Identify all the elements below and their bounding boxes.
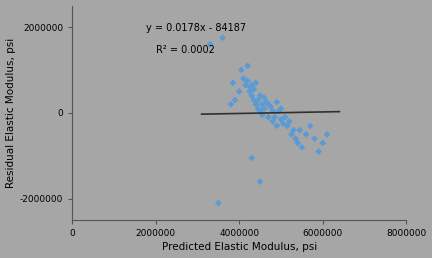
Point bbox=[282, 115, 289, 119]
Point bbox=[240, 76, 247, 80]
Point bbox=[294, 141, 301, 145]
Point bbox=[302, 132, 309, 136]
Point bbox=[277, 107, 284, 111]
Point bbox=[259, 113, 266, 117]
Text: y = 0.0178x - 84187: y = 0.0178x - 84187 bbox=[146, 23, 246, 33]
Point bbox=[246, 89, 253, 93]
Point bbox=[299, 145, 305, 149]
Point bbox=[311, 136, 318, 141]
Point bbox=[227, 102, 234, 106]
Point bbox=[290, 128, 297, 132]
Point bbox=[244, 64, 251, 68]
Point bbox=[215, 201, 222, 205]
Point bbox=[236, 89, 243, 93]
Point bbox=[324, 132, 330, 136]
Point bbox=[246, 85, 253, 89]
Point bbox=[286, 119, 293, 124]
Point bbox=[257, 94, 264, 98]
Point bbox=[273, 124, 280, 128]
X-axis label: Predicted Elastic Modulus, psi: Predicted Elastic Modulus, psi bbox=[162, 243, 317, 252]
Point bbox=[242, 83, 249, 87]
Y-axis label: Residual Elastic Modulus, psi: Residual Elastic Modulus, psi bbox=[6, 38, 16, 188]
Text: R² = 0.0002: R² = 0.0002 bbox=[156, 45, 215, 55]
Point bbox=[319, 141, 326, 145]
Point bbox=[252, 102, 259, 106]
Point bbox=[288, 132, 295, 136]
Point bbox=[248, 94, 255, 98]
Point bbox=[296, 128, 303, 132]
Point bbox=[238, 68, 245, 72]
Point bbox=[273, 100, 280, 104]
Point bbox=[229, 81, 236, 85]
Point bbox=[248, 83, 255, 87]
Point bbox=[271, 115, 278, 119]
Point bbox=[267, 104, 274, 109]
Point bbox=[269, 109, 276, 113]
Point bbox=[254, 107, 261, 111]
Point bbox=[251, 98, 257, 102]
Point bbox=[219, 36, 226, 40]
Point bbox=[269, 119, 276, 124]
Point bbox=[307, 124, 314, 128]
Point bbox=[259, 102, 266, 106]
Point bbox=[251, 87, 257, 91]
Point bbox=[206, 42, 213, 46]
Point bbox=[244, 79, 251, 83]
Point bbox=[252, 81, 259, 85]
Point bbox=[257, 180, 264, 184]
Point bbox=[265, 115, 272, 119]
Point bbox=[232, 98, 238, 102]
Point bbox=[257, 109, 264, 113]
Point bbox=[261, 96, 268, 100]
Point bbox=[280, 122, 286, 126]
Point bbox=[276, 109, 283, 113]
Point bbox=[277, 117, 284, 122]
Point bbox=[265, 102, 272, 106]
Point bbox=[263, 100, 270, 104]
Point bbox=[284, 124, 291, 128]
Point bbox=[292, 136, 299, 141]
Point bbox=[254, 98, 261, 102]
Point bbox=[315, 149, 322, 154]
Point bbox=[248, 156, 255, 160]
Point bbox=[261, 107, 268, 111]
